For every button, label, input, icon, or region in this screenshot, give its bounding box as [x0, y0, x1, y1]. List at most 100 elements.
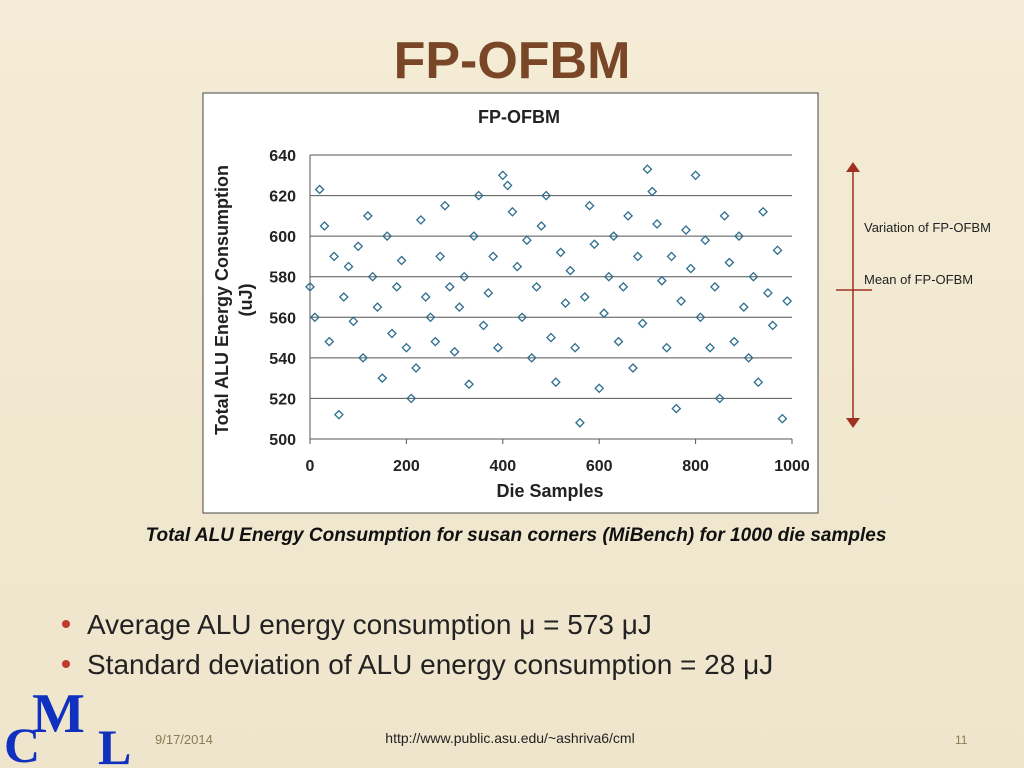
point: [628, 363, 638, 373]
point: [459, 271, 470, 282]
point: [367, 271, 378, 282]
point: [546, 332, 556, 343]
x-tick-label: 600: [586, 458, 613, 475]
point: [565, 265, 576, 276]
y-axis-label: Total ALU Energy Consumption: [212, 165, 232, 435]
point: [382, 231, 393, 242]
point: [632, 251, 643, 262]
y-tick-label: 520: [269, 391, 296, 408]
point: [618, 281, 629, 292]
point: [420, 292, 431, 302]
point: [497, 170, 508, 181]
point: [396, 255, 407, 266]
point: [372, 302, 383, 313]
point: [464, 379, 474, 390]
point: [599, 308, 609, 319]
page-number: 11: [955, 733, 968, 747]
point: [695, 312, 706, 323]
point: [714, 393, 725, 404]
bullet: Average ALU energy consumption μ = 573 μ…: [87, 609, 652, 640]
point: [555, 247, 566, 258]
y-tick-label: 600: [269, 229, 296, 246]
point: [473, 190, 484, 201]
point: [594, 383, 605, 394]
annotation: Variation of FP-OFBM: [864, 220, 991, 235]
point: [575, 417, 585, 428]
y-tick-label: 500: [269, 432, 296, 449]
chart-title: FP-OFBM: [478, 107, 560, 127]
logo-letter: C: [4, 717, 40, 768]
point: [377, 373, 388, 384]
point: [362, 210, 373, 221]
point: [647, 186, 658, 197]
point: [642, 164, 653, 175]
arrow-head: [846, 162, 860, 172]
y-tick-label: 640: [269, 148, 296, 165]
point: [748, 271, 759, 282]
x-tick-label: 0: [306, 458, 315, 475]
point: [743, 352, 754, 363]
point: [777, 413, 788, 424]
x-tick-label: 200: [393, 458, 420, 475]
point: [334, 409, 344, 420]
point: [652, 219, 662, 229]
caption: Total ALU Energy Consumption for susan c…: [146, 525, 887, 546]
point: [541, 190, 552, 201]
point: [782, 296, 793, 306]
point: [521, 235, 532, 246]
point: [608, 231, 619, 242]
point: [526, 352, 537, 363]
point: [343, 261, 354, 272]
bullet: Standard deviation of ALU energy consump…: [87, 649, 773, 680]
point: [309, 312, 320, 323]
point: [358, 352, 368, 363]
point: [338, 292, 349, 302]
point: [589, 239, 600, 250]
point: [666, 251, 677, 262]
point: [444, 281, 455, 292]
bullet-dot: [62, 660, 70, 668]
point: [478, 320, 489, 331]
point: [449, 346, 460, 357]
x-tick-label: 1000: [774, 458, 810, 475]
point: [690, 170, 701, 181]
point: [709, 281, 720, 292]
y-tick-label: 560: [269, 310, 296, 327]
point: [536, 221, 547, 231]
point: [440, 200, 450, 211]
point: [738, 302, 749, 313]
point: [729, 336, 740, 347]
point: [401, 342, 412, 353]
point: [454, 302, 465, 313]
x-axis-label: Die Samples: [496, 481, 603, 501]
point: [560, 298, 571, 309]
point: [719, 210, 730, 221]
point: [724, 257, 735, 268]
point: [329, 251, 340, 262]
point: [671, 403, 682, 414]
point: [411, 363, 421, 373]
bullet-dot: [62, 620, 70, 628]
point: [305, 281, 315, 292]
point: [656, 275, 667, 286]
point: [502, 180, 513, 191]
x-tick-label: 800: [682, 458, 709, 475]
point: [767, 320, 778, 331]
point: [493, 342, 503, 353]
y-tick-label: 580: [269, 270, 296, 287]
point: [483, 288, 494, 298]
point: [570, 342, 581, 353]
point: [676, 296, 687, 306]
logo-letter: L: [98, 719, 131, 768]
point: [762, 288, 773, 298]
point: [579, 292, 590, 302]
point: [623, 210, 634, 221]
point: [705, 342, 715, 353]
point: [353, 241, 364, 252]
point: [700, 235, 711, 246]
point: [512, 261, 523, 272]
annotation: Mean of FP-OFBM: [864, 272, 973, 287]
point: [415, 214, 426, 225]
